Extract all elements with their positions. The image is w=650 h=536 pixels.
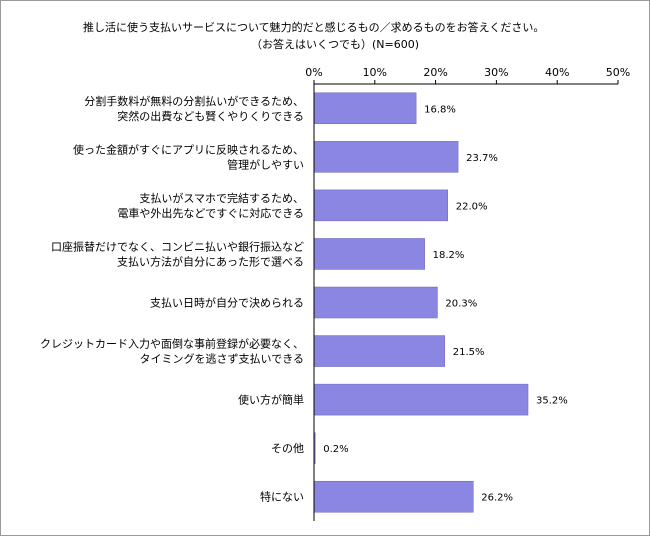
value-label: 23.7% (466, 153, 498, 164)
x-axis-ticks: 0% 10% 20% 30% 40% 50% (305, 66, 630, 84)
category-label: その他 (271, 442, 304, 455)
tick-label: 40% (545, 66, 569, 79)
category-label: 分割手数料が無料の分割払いができるため、 (84, 94, 304, 108)
value-label: 20.3% (445, 299, 477, 310)
tick-label: 0% (305, 66, 322, 79)
bars: 16.8% 23.7% 22.0% 18.2% 20.3% 21.5% 35.2% 0.2% 2… (313, 92, 568, 513)
category-label: 突然の出費なども賢くやりくりできる (117, 109, 304, 123)
value-label: 26.2% (481, 493, 513, 504)
tick-label: 10% (363, 66, 387, 79)
bar (313, 141, 459, 173)
category-label: 特にない (260, 490, 304, 504)
tick-label: 30% (484, 66, 508, 79)
category-label: 支払いがスマホで完結するため、 (139, 191, 304, 205)
value-label: 21.5% (453, 347, 485, 358)
category-label: 電車や外出先などですぐに対応できる (117, 206, 304, 220)
value-label: 18.2% (433, 250, 465, 261)
category-label: 口座振替だけでなく、コンビニ払いや銀行振込など (51, 239, 304, 253)
bar (313, 189, 449, 222)
value-label: 22.0% (456, 201, 488, 212)
category-label: 支払い方法が自分にあった形で選べる (117, 254, 304, 268)
bar (313, 92, 417, 125)
value-label: 16.8% (424, 104, 456, 115)
bar (313, 480, 474, 513)
category-label: 使った金額がすぐにアプリに反映されるため、 (73, 142, 304, 156)
value-label: 35.2% (536, 396, 568, 407)
category-label: 支払い日時が自分で決められる (150, 296, 304, 310)
bar (313, 383, 529, 416)
bar (313, 238, 425, 270)
tick-label: 50% (606, 66, 630, 79)
chart-title: 推し活に使う支払いサービスについて魅力的だと感じるもの／求めるものをお答えくださ… (83, 20, 544, 34)
bar (313, 286, 438, 319)
category-label: タイミングを逃さず支払いできる (140, 352, 304, 366)
category-label: クレジットカード入力や面倒な事前登録が必要なく、 (40, 337, 304, 351)
category-labels: 分割手数料が無料の分割払いができるため、突然の出費なども賢くやりくりできる使った… (40, 94, 304, 504)
chart-subtitle: （お答えはいくつでも）(N=600) (251, 37, 419, 51)
category-label: 管理がしやすい (227, 157, 304, 171)
bar (313, 335, 445, 367)
tick-label: 20% (423, 66, 447, 79)
category-label: 使い方が簡単 (238, 393, 304, 407)
value-label: 0.2% (323, 444, 348, 455)
